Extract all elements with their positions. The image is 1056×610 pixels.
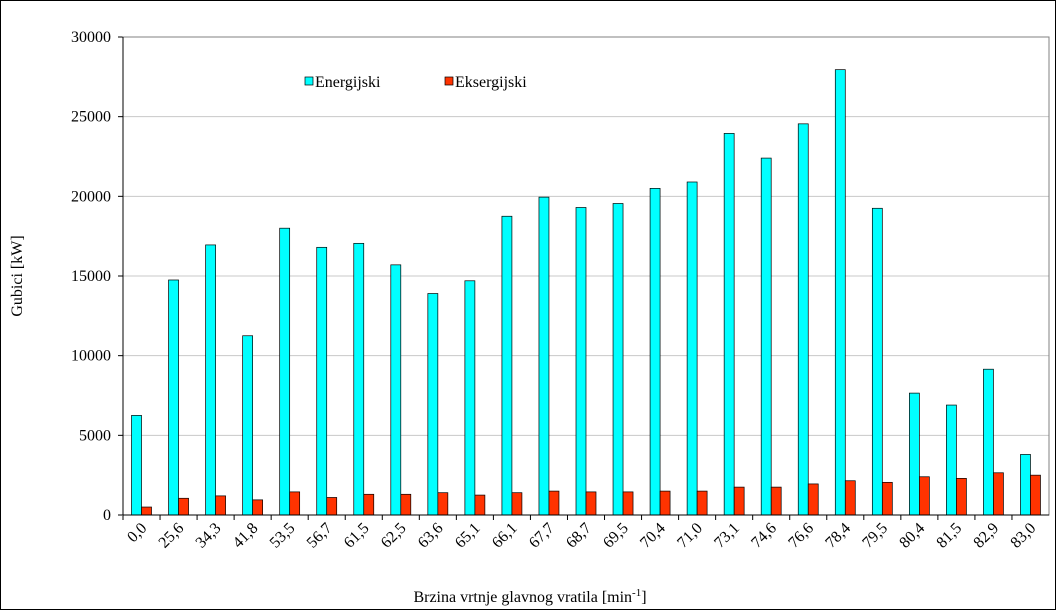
bar [946, 404, 957, 516]
bar [474, 494, 486, 516]
y-tick-label: 25000 [71, 109, 111, 126]
bar [168, 279, 179, 516]
y-tick-label: 15000 [71, 268, 111, 285]
bar [909, 392, 920, 516]
bar [575, 207, 587, 516]
bar [807, 483, 819, 516]
bar [649, 188, 661, 516]
bar [400, 493, 412, 516]
bar [622, 491, 634, 516]
bar [659, 490, 671, 516]
bar [363, 493, 375, 516]
bar [993, 472, 1004, 516]
bar [215, 495, 226, 516]
x-axis-label-text: Brzina vrtnje glavnog vratila [min [413, 589, 632, 606]
bar [1030, 474, 1041, 516]
bar [1020, 454, 1031, 516]
y-tick-label: 0 [103, 507, 111, 524]
bar [326, 497, 338, 516]
y-tick-label: 10000 [71, 348, 111, 365]
bar [353, 242, 365, 516]
bar [427, 293, 439, 516]
bar [696, 490, 708, 516]
bar [131, 415, 142, 516]
bar [437, 492, 449, 516]
bar [205, 244, 216, 516]
bar [871, 207, 883, 516]
bar [686, 181, 698, 516]
bar [983, 368, 994, 516]
bar [501, 215, 513, 516]
legend-swatch [304, 76, 314, 86]
bar [464, 280, 476, 516]
legend-label: Energijski [315, 74, 381, 91]
bar [834, 69, 846, 516]
y-tick-label: 30000 [71, 29, 111, 46]
bar [178, 497, 189, 516]
bar [279, 227, 291, 516]
y-tick-label: 20000 [71, 188, 111, 205]
bar [252, 499, 263, 516]
bar [511, 492, 523, 516]
bar [612, 203, 624, 516]
bar [956, 478, 967, 516]
bar [760, 157, 772, 516]
bar [723, 133, 735, 516]
legend-swatch [444, 76, 454, 86]
bar [242, 335, 253, 516]
legend-label: Eksergijski [455, 74, 527, 91]
bar [919, 476, 930, 516]
x-axis-label-sup: -1 [632, 587, 641, 599]
y-axis-label: Gubici [kW] [9, 235, 26, 316]
bar [585, 491, 597, 516]
bar [390, 264, 402, 516]
bar [797, 123, 809, 516]
bar [316, 246, 328, 516]
bar [844, 480, 856, 516]
y-tick-label: 5000 [79, 427, 111, 444]
bar [141, 506, 152, 516]
bar [881, 481, 893, 516]
bar [770, 486, 782, 516]
x-axis-label-end: ] [641, 589, 646, 606]
bar [538, 196, 550, 516]
bar [289, 491, 301, 516]
x-axis-label: Brzina vrtnje glavnog vratila [min-1] [413, 587, 646, 606]
bar [733, 486, 745, 516]
bar [548, 490, 560, 516]
